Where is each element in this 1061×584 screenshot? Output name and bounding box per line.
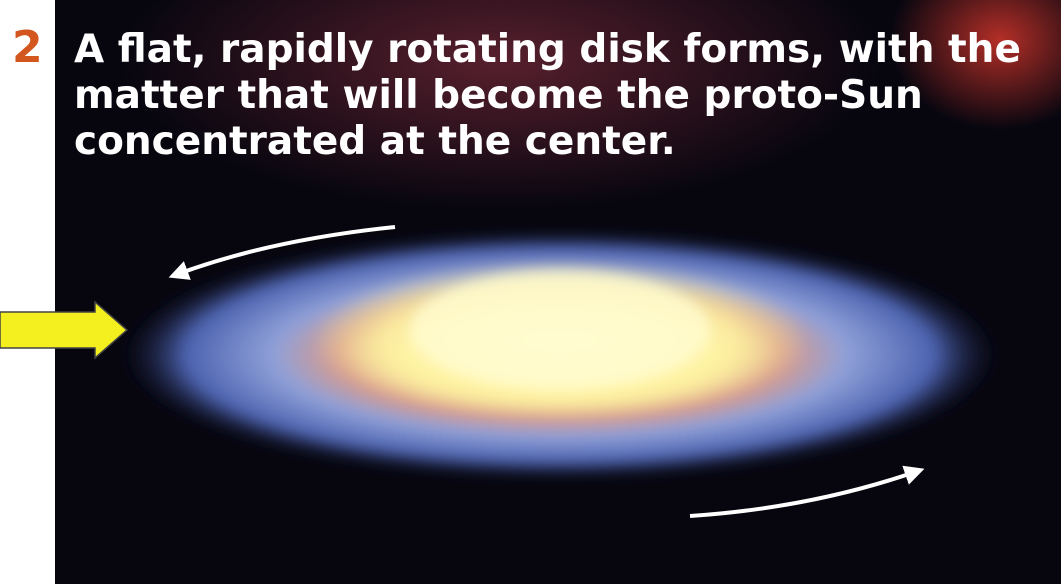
- step-number: 2: [12, 22, 43, 73]
- caption-line: A flat, rapidly rotating disk forms, wit…: [74, 27, 1021, 72]
- page: {"step": "2", "caption": ["A flat, rapid…: [0, 0, 1061, 584]
- caption-line: matter that will become the proto-Sun: [74, 73, 923, 118]
- disk: [120, 230, 1000, 480]
- figure: 2 A flat, rapidly rotating disk forms, w…: [0, 0, 1061, 584]
- caption-line: concentrated at the center.: [74, 119, 676, 164]
